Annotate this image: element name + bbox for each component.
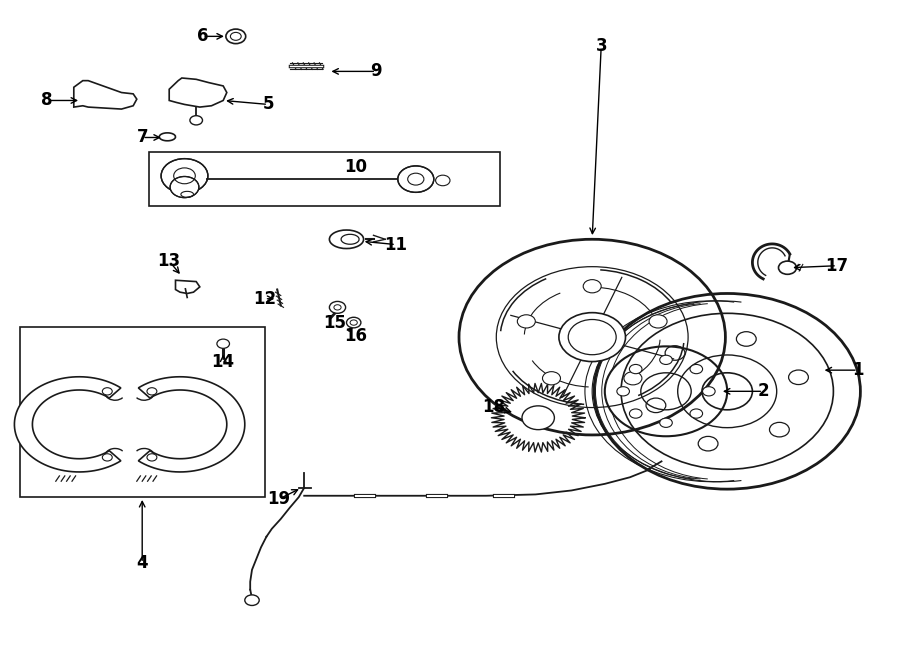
Circle shape — [459, 239, 725, 435]
Text: 15: 15 — [323, 313, 346, 332]
Circle shape — [665, 346, 685, 360]
Text: 8: 8 — [41, 91, 52, 110]
Text: 9: 9 — [371, 62, 382, 81]
Circle shape — [190, 116, 203, 125]
Polygon shape — [176, 280, 200, 293]
Circle shape — [147, 388, 157, 395]
Circle shape — [170, 176, 199, 198]
Circle shape — [605, 346, 727, 436]
Text: 16: 16 — [344, 327, 367, 345]
Bar — [148, 152, 500, 206]
Circle shape — [147, 453, 157, 461]
Circle shape — [217, 339, 230, 348]
Circle shape — [543, 371, 561, 385]
Text: 11: 11 — [384, 235, 408, 254]
Circle shape — [736, 332, 756, 346]
Circle shape — [649, 315, 667, 328]
Circle shape — [490, 382, 587, 453]
Polygon shape — [491, 383, 585, 452]
Circle shape — [398, 166, 434, 192]
Circle shape — [660, 355, 672, 364]
Circle shape — [103, 453, 112, 461]
Text: 6: 6 — [197, 27, 208, 46]
Circle shape — [522, 406, 554, 430]
Circle shape — [103, 388, 112, 395]
Circle shape — [660, 418, 672, 428]
Text: 4: 4 — [137, 554, 148, 572]
Text: 2: 2 — [758, 382, 769, 401]
Text: 19: 19 — [267, 490, 291, 508]
Circle shape — [788, 370, 808, 385]
Circle shape — [346, 317, 361, 328]
Bar — [20, 327, 265, 497]
Circle shape — [702, 373, 752, 410]
Text: 17: 17 — [825, 256, 849, 275]
Circle shape — [245, 595, 259, 605]
Circle shape — [646, 398, 666, 412]
Circle shape — [703, 387, 716, 396]
Circle shape — [329, 301, 346, 313]
Text: 14: 14 — [212, 353, 235, 371]
Circle shape — [594, 293, 860, 489]
Circle shape — [616, 387, 629, 396]
Circle shape — [161, 159, 208, 193]
Polygon shape — [169, 78, 227, 107]
Text: 10: 10 — [344, 157, 367, 176]
Text: 3: 3 — [596, 37, 607, 56]
Polygon shape — [14, 377, 121, 472]
Text: 7: 7 — [137, 128, 148, 147]
Text: 13: 13 — [158, 252, 181, 270]
Text: 18: 18 — [482, 397, 505, 416]
Text: 12: 12 — [253, 290, 276, 308]
Polygon shape — [74, 81, 137, 109]
Circle shape — [690, 364, 703, 373]
Circle shape — [559, 313, 626, 362]
Circle shape — [583, 280, 601, 293]
Circle shape — [629, 364, 642, 373]
Circle shape — [770, 422, 789, 437]
Text: 5: 5 — [263, 95, 274, 114]
Circle shape — [690, 409, 703, 418]
Polygon shape — [139, 377, 245, 472]
Circle shape — [778, 261, 796, 274]
Circle shape — [226, 29, 246, 44]
Circle shape — [624, 371, 642, 385]
Text: 1: 1 — [852, 361, 863, 379]
Circle shape — [518, 315, 536, 328]
Circle shape — [698, 436, 718, 451]
Circle shape — [629, 409, 642, 418]
